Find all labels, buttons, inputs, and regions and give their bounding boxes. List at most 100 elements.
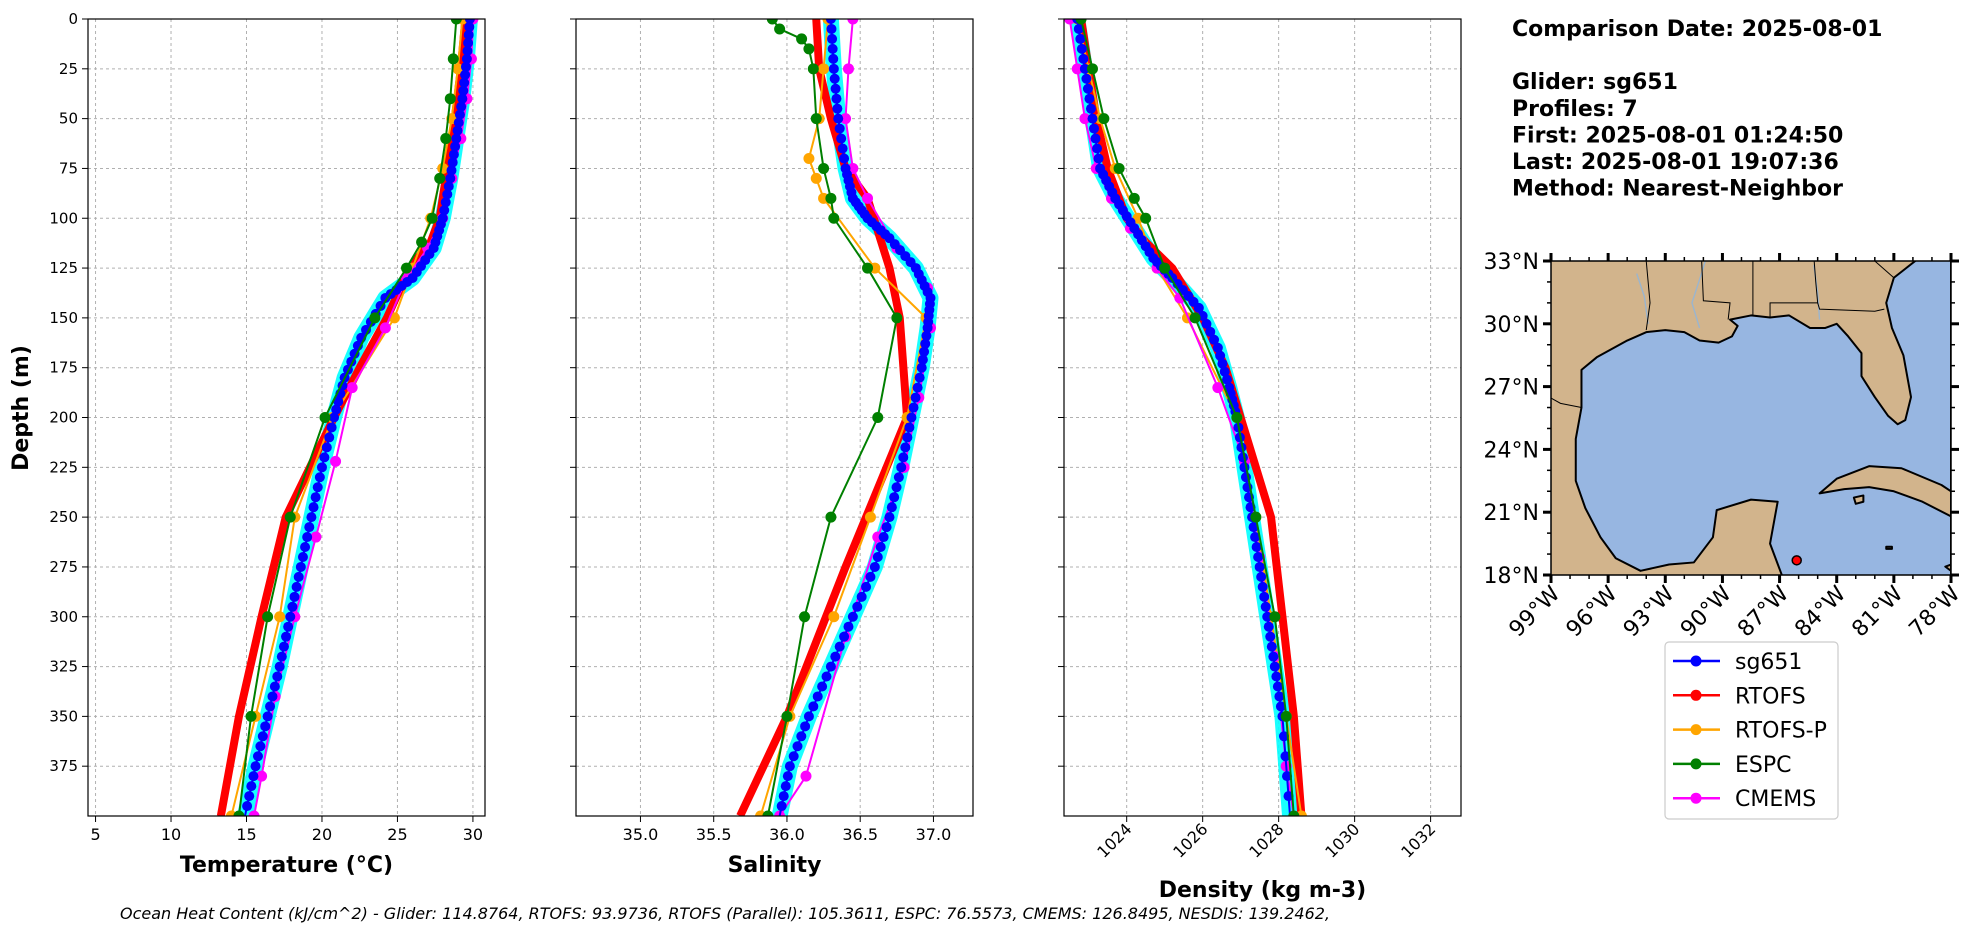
point-sg651 xyxy=(276,651,287,662)
y-tick-label: 125 xyxy=(49,259,78,277)
legend-label: RTOFS xyxy=(1735,684,1806,709)
info-line: Method: Nearest-Neighbor xyxy=(1512,177,1843,202)
point-sg651 xyxy=(784,761,795,772)
legend-label: CMEMS xyxy=(1735,787,1816,812)
point-sg651 xyxy=(1201,318,1212,329)
point-sg651 xyxy=(776,801,787,812)
point-sg651 xyxy=(453,117,464,128)
point-sg651 xyxy=(827,33,838,44)
point-cmems xyxy=(248,810,260,816)
point-sg651 xyxy=(244,791,255,802)
point-sg651 xyxy=(839,153,850,164)
point-sg651 xyxy=(287,601,298,612)
point-sg651 xyxy=(464,21,475,32)
panel-density: 1024 1026 1028 1030 1032 Density (kg m-3) xyxy=(1058,18,1462,903)
point-sg651 xyxy=(800,721,811,732)
point-sg651 xyxy=(380,292,391,303)
point-sg651 xyxy=(1257,581,1268,592)
point-sg651 xyxy=(291,581,302,592)
border xyxy=(1551,397,1582,409)
point-espc xyxy=(1288,810,1300,816)
point-sg651 xyxy=(252,751,263,762)
series-group xyxy=(216,19,479,816)
point-sg651 xyxy=(788,751,799,762)
point-sg651 xyxy=(1262,611,1273,622)
border xyxy=(1738,577,1740,583)
point-sg651 xyxy=(445,173,456,184)
point-sg651 xyxy=(312,482,323,493)
x-tick-label: 15 xyxy=(236,825,256,844)
point-sg651 xyxy=(452,125,463,136)
point-sg651 xyxy=(1087,113,1098,124)
location-map: 33°N 30°N 27°N 24°N 21°N 18°N99°W96°W93°W90°W… xyxy=(1484,250,1966,642)
point-sg651 xyxy=(919,346,930,357)
point-cmems xyxy=(800,770,812,782)
point-sg651 xyxy=(832,103,843,114)
y-tick-label: 375 xyxy=(49,757,78,775)
point-espc xyxy=(233,810,245,816)
x-tick-label: 10 xyxy=(161,825,181,844)
point-sg651 xyxy=(826,23,837,34)
point-sg651 xyxy=(1271,671,1282,682)
point-sg651 xyxy=(891,482,902,493)
point-sg651 xyxy=(872,551,883,562)
point-sg651 xyxy=(1251,542,1262,553)
point-sg651 xyxy=(778,791,789,802)
point-sg651 xyxy=(817,681,828,692)
point-sg651 xyxy=(861,581,872,592)
point-sg651 xyxy=(1253,551,1264,562)
point-espc xyxy=(1250,511,1262,523)
point-sg651 xyxy=(331,404,342,415)
x-tick-label: 20 xyxy=(312,825,332,844)
point-sg651 xyxy=(462,45,473,56)
point-sg651 xyxy=(825,19,836,24)
point-sg651 xyxy=(329,412,340,423)
x-tick-label: 25 xyxy=(387,825,407,844)
point-sg651 xyxy=(440,197,451,208)
lon-label: 93°W xyxy=(1619,581,1680,642)
x-tick-label: 1032 xyxy=(1397,819,1439,861)
point-sg651 xyxy=(255,741,266,752)
point-sg651 xyxy=(1221,374,1232,385)
point-sg651 xyxy=(454,109,465,120)
point-sg651 xyxy=(910,392,921,403)
point-sg651 xyxy=(1250,532,1261,543)
y-tick-label: 350 xyxy=(49,707,78,725)
point-sg651 xyxy=(1248,522,1259,533)
y-tick-label: 200 xyxy=(49,409,78,427)
point-sg651 xyxy=(1266,641,1277,652)
point-sg651 xyxy=(1272,681,1283,692)
point-sg651 xyxy=(1219,366,1230,377)
y-tick-label: 100 xyxy=(49,209,78,227)
point-sg651 xyxy=(1259,591,1270,602)
y-tick-label: 175 xyxy=(49,359,78,377)
point-sg651 xyxy=(908,402,919,413)
series-line-espc xyxy=(237,19,458,816)
y-tick-label: 275 xyxy=(49,558,78,576)
point-espc xyxy=(807,63,819,75)
point-sg651 xyxy=(265,701,276,712)
y-tick-label: 0 xyxy=(68,10,78,28)
point-sg651 xyxy=(837,143,848,154)
point-sg651 xyxy=(246,781,257,792)
point-sg651 xyxy=(1265,631,1276,642)
x-tick-label: 30 xyxy=(463,825,483,844)
point-sg651 xyxy=(912,382,923,393)
point-sg651 xyxy=(1263,621,1274,632)
y-tick-label: 75 xyxy=(59,159,78,177)
point-espc xyxy=(796,33,808,45)
point-espc xyxy=(891,312,903,324)
point-sg651 xyxy=(827,43,838,54)
point-cmems xyxy=(1079,113,1091,125)
point-sg651 xyxy=(1280,751,1291,762)
lat-label: 21°N xyxy=(1484,501,1539,526)
point-sg651 xyxy=(269,681,280,692)
point-sg651 xyxy=(326,422,337,433)
point-espc xyxy=(450,19,462,25)
point-sg651 xyxy=(458,85,469,96)
point-espc xyxy=(1075,19,1087,25)
point-sg651 xyxy=(450,141,461,152)
point-sg651 xyxy=(856,591,867,602)
point-rtofs-p xyxy=(828,611,840,623)
